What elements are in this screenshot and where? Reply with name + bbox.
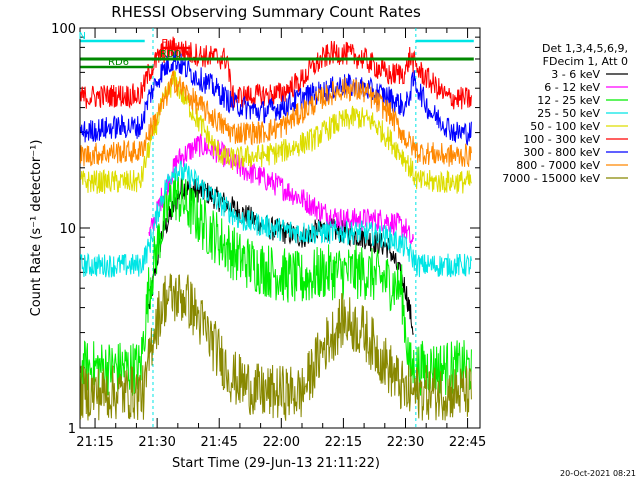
series-line-2 xyxy=(80,173,472,396)
legend-header-line: Det 1,3,4,5,6,9, xyxy=(542,42,628,55)
x-tick-label: 21:45 xyxy=(200,435,237,450)
flag-label: RD0 xyxy=(160,49,181,60)
legend-header-line: FDecim 1, Att 0 xyxy=(543,55,628,68)
series-line-7 xyxy=(80,70,472,167)
legend-entry-label: 300 - 800 keV xyxy=(523,146,600,159)
series-line-5 xyxy=(80,36,472,110)
series-line-3 xyxy=(80,160,472,278)
legend-entry-label: 3 - 6 keV xyxy=(551,68,600,81)
legend: Det 1,3,4,5,6,9,FDecim 1, Att 03 - 6 keV… xyxy=(502,42,628,185)
legend-entry-label: 6 - 12 keV xyxy=(544,81,600,94)
flag-label: N xyxy=(79,31,86,42)
legend-entry-label: 100 - 300 keV xyxy=(523,133,600,146)
x-tick-label: 21:30 xyxy=(138,435,175,450)
legend-entry-label: 25 - 50 keV xyxy=(537,107,600,120)
y-axis-label: Count Rate (s⁻¹ detector⁻¹) xyxy=(29,140,44,317)
legend-entry-label: 800 - 7000 keV xyxy=(516,159,600,172)
footer-date: 20-Oct-2021 08:21 xyxy=(560,469,636,478)
x-tick-label: 21:15 xyxy=(76,435,113,450)
plot-area: 1 10 100 21:15 21:30 21:45 22:00 22:15 22:30 22:4… xyxy=(51,22,486,450)
x-tick-label: 22:45 xyxy=(449,435,486,450)
legend-entry-label: 12 - 25 keV xyxy=(537,94,600,107)
x-axis-label: Start Time (29-Jun-13 21:11:22) xyxy=(172,456,380,471)
x-tick-label: 22:15 xyxy=(325,435,362,450)
flag-label: RD6 xyxy=(108,57,129,68)
y-tick-label: 10 xyxy=(59,222,76,237)
flag-label: F xyxy=(161,38,167,49)
x-tick-label: 22:00 xyxy=(263,435,300,450)
series-line-8 xyxy=(80,273,472,421)
chart-title: RHESSI Observing Summary Count Rates xyxy=(111,3,421,21)
x-tick-label: 22:30 xyxy=(387,435,424,450)
legend-entry-label: 7000 - 15000 keV xyxy=(502,172,600,185)
legend-entry-label: 50 - 100 keV xyxy=(530,120,600,133)
series-group xyxy=(80,36,472,421)
series-line-6 xyxy=(80,50,472,146)
series-line-4 xyxy=(80,70,472,194)
y-tick-label: 100 xyxy=(51,22,76,37)
y-tick-label: 1 xyxy=(68,422,76,437)
